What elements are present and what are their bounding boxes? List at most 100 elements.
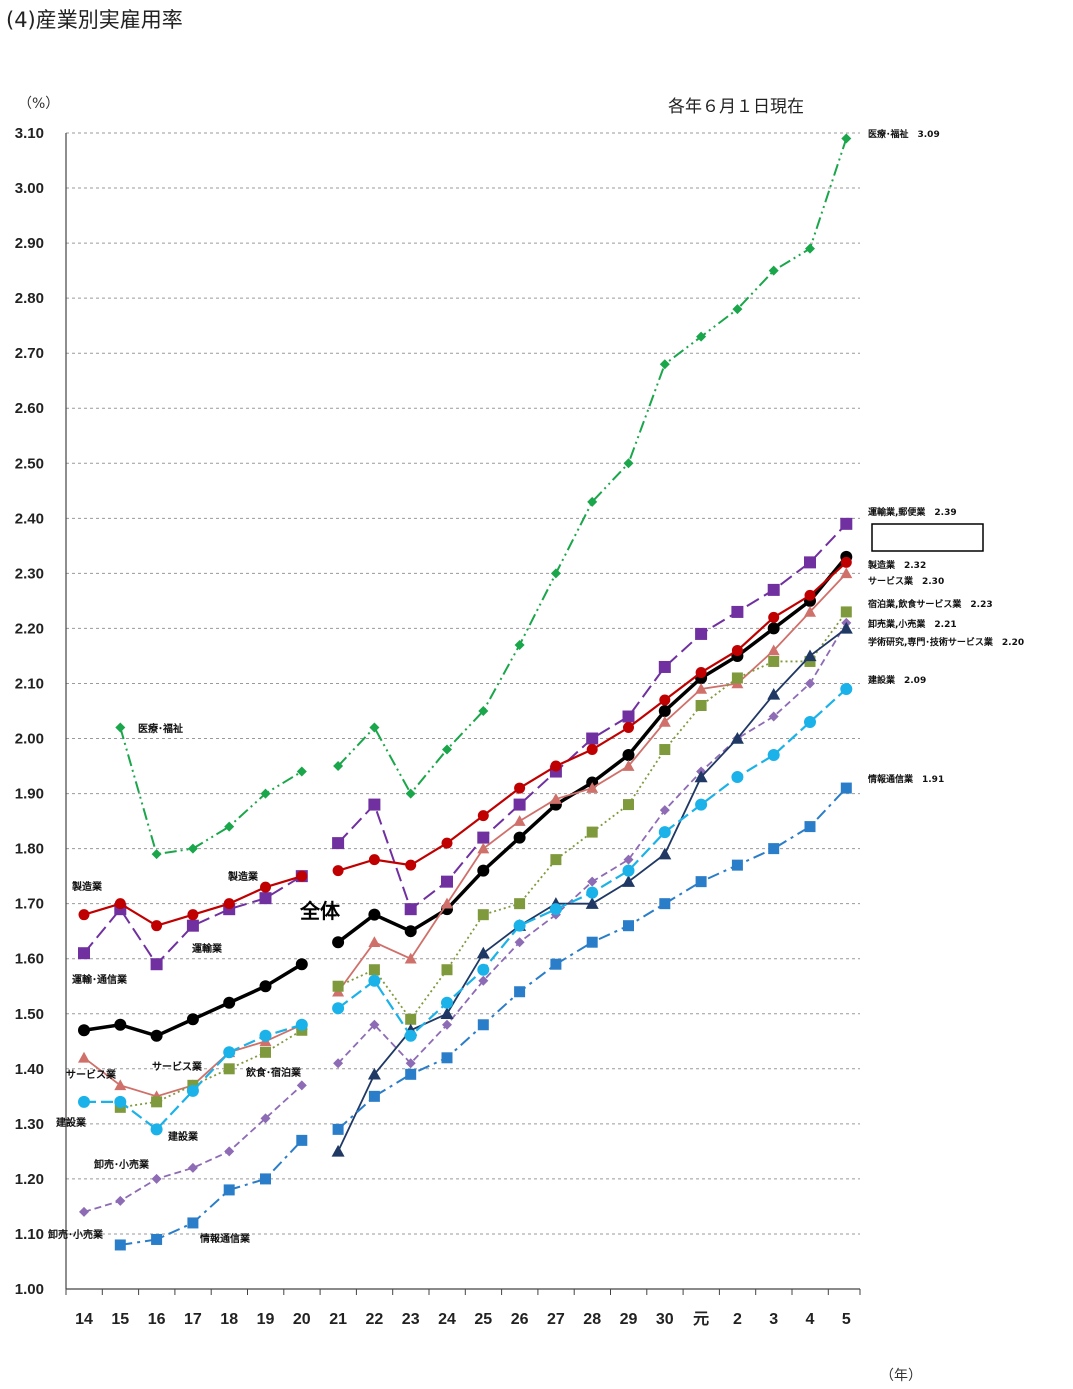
data-point-service (477, 842, 490, 854)
label-left-construction-a: 建設業 (55, 1116, 87, 1129)
data-point-transport (477, 831, 490, 844)
data-point-transport (368, 798, 381, 811)
y-tick-label: 2.50 (15, 455, 44, 472)
x-tick-label: 2 (733, 1311, 742, 1328)
data-point-overall (404, 925, 417, 938)
label-left-it: 情報通信業 (200, 1232, 251, 1245)
label-left-transport-a: 運輸業 (192, 942, 223, 955)
series-medical (115, 133, 852, 860)
data-point-wholesale (442, 1019, 452, 1030)
data-point-service (695, 682, 708, 694)
data-point-construction (549, 903, 562, 916)
series-overall (78, 550, 853, 1042)
data-point-manufacturing (223, 898, 235, 910)
date-note: 各年６月１日現在 (668, 97, 804, 117)
label-left-manufacturing-b: 製造業 (227, 870, 259, 883)
data-point-overall (767, 622, 780, 635)
data-point-it (332, 1123, 344, 1135)
data-point-manufacturing (477, 810, 489, 822)
data-point-it (260, 1173, 271, 1185)
x-tick-label: 24 (438, 1311, 456, 1328)
data-point-service (368, 936, 381, 947)
data-point-wholesale (296, 1080, 307, 1091)
data-point-it (731, 859, 743, 871)
y-tick-label: 1.00 (15, 1281, 44, 1298)
label-left-overall: 全体 (299, 899, 341, 923)
data-point-medical (550, 568, 561, 579)
data-point-hospitality (477, 909, 489, 921)
label-right-construction: 建設業 2.09 (868, 674, 926, 686)
data-point-research (839, 621, 853, 634)
data-point-service (513, 815, 526, 826)
data-point-research (767, 687, 781, 700)
data-point-wholesale (333, 1058, 344, 1069)
x-tick-label: 5 (842, 1311, 851, 1328)
axes: 1.00 1.10 1.20 1.30 1.40 1.50 1.60 1.70 1.80 1.90… (15, 125, 861, 1328)
data-point-hospitality (223, 1063, 235, 1075)
data-point-wholesale (805, 678, 815, 689)
label-right-transport: 運輸業,郵便業 2.39 (868, 506, 957, 518)
y-axis-unit: （%） (18, 96, 59, 112)
data-point-wholesale (79, 1206, 89, 1217)
data-point-medical (442, 744, 452, 755)
data-point-wholesale (115, 1195, 126, 1206)
data-point-it (477, 1019, 489, 1031)
data-point-research (331, 1144, 345, 1157)
data-point-hospitality (659, 744, 671, 756)
data-point-overall (622, 749, 635, 762)
data-point-hospitality (768, 655, 780, 667)
data-point-wholesale (369, 1019, 380, 1030)
series-line-medical (119, 727, 303, 856)
data-point-construction (586, 886, 599, 899)
y-tick-label: 2.90 (15, 235, 44, 252)
data-point-it (840, 782, 852, 794)
series-line-hospitality (120, 1029, 303, 1109)
data-point-wholesale (260, 1113, 271, 1124)
data-point-wholesale (151, 1173, 162, 1184)
label-left-transport-b: 運輸･通信業 (72, 973, 128, 986)
y-tick-label: 2.10 (15, 675, 44, 692)
label-left-medical: 医療･福祉 (138, 722, 183, 735)
data-point-manufacturing (187, 909, 199, 921)
data-point-hospitality (840, 606, 852, 618)
x-tick-label: 17 (184, 1311, 202, 1328)
data-point-manufacturing (114, 898, 126, 910)
data-point-construction (368, 974, 381, 987)
data-point-research (622, 875, 635, 887)
y-tick-label: 1.70 (15, 896, 44, 913)
x-tick-label: 4 (806, 1311, 815, 1328)
data-point-construction (332, 1002, 345, 1015)
data-point-service (840, 567, 853, 579)
y-tick-label: 1.90 (15, 786, 44, 803)
series-line-medical (337, 138, 848, 796)
label-right-it: 情報通信業 1.91 (867, 773, 944, 785)
data-point-it (187, 1217, 199, 1229)
data-point-transport (186, 919, 199, 932)
data-point-transport (78, 947, 90, 960)
data-point-hospitality (441, 964, 453, 976)
y-tick-label: 2.30 (15, 565, 44, 582)
label-left-service-b: サービス業 (152, 1060, 203, 1073)
data-point-manufacturing (296, 870, 308, 882)
data-point-research (803, 649, 817, 662)
label-left-service-a: サービス業 (66, 1068, 117, 1081)
data-point-manufacturing (332, 865, 344, 877)
data-point-overall (513, 831, 526, 844)
data-point-hospitality (332, 980, 344, 992)
data-point-service (767, 644, 780, 656)
data-point-transport (404, 903, 417, 916)
data-point-medical (659, 359, 670, 370)
x-tick-label: 30 (656, 1311, 674, 1328)
label-right-medical: 医療･福祉 3.09 (868, 128, 940, 140)
data-point-transport (731, 605, 744, 618)
data-point-overall (114, 1018, 127, 1031)
y-tick-label: 2.40 (15, 510, 44, 527)
data-point-hospitality (550, 854, 562, 866)
data-point-hospitality (586, 826, 598, 838)
x-tick-label: 18 (220, 1311, 238, 1328)
data-point-wholesale (478, 975, 489, 986)
data-point-hospitality (804, 655, 816, 667)
data-point-service (441, 897, 453, 909)
data-point-overall (658, 705, 671, 717)
y-tick-label: 1.20 (15, 1171, 44, 1188)
